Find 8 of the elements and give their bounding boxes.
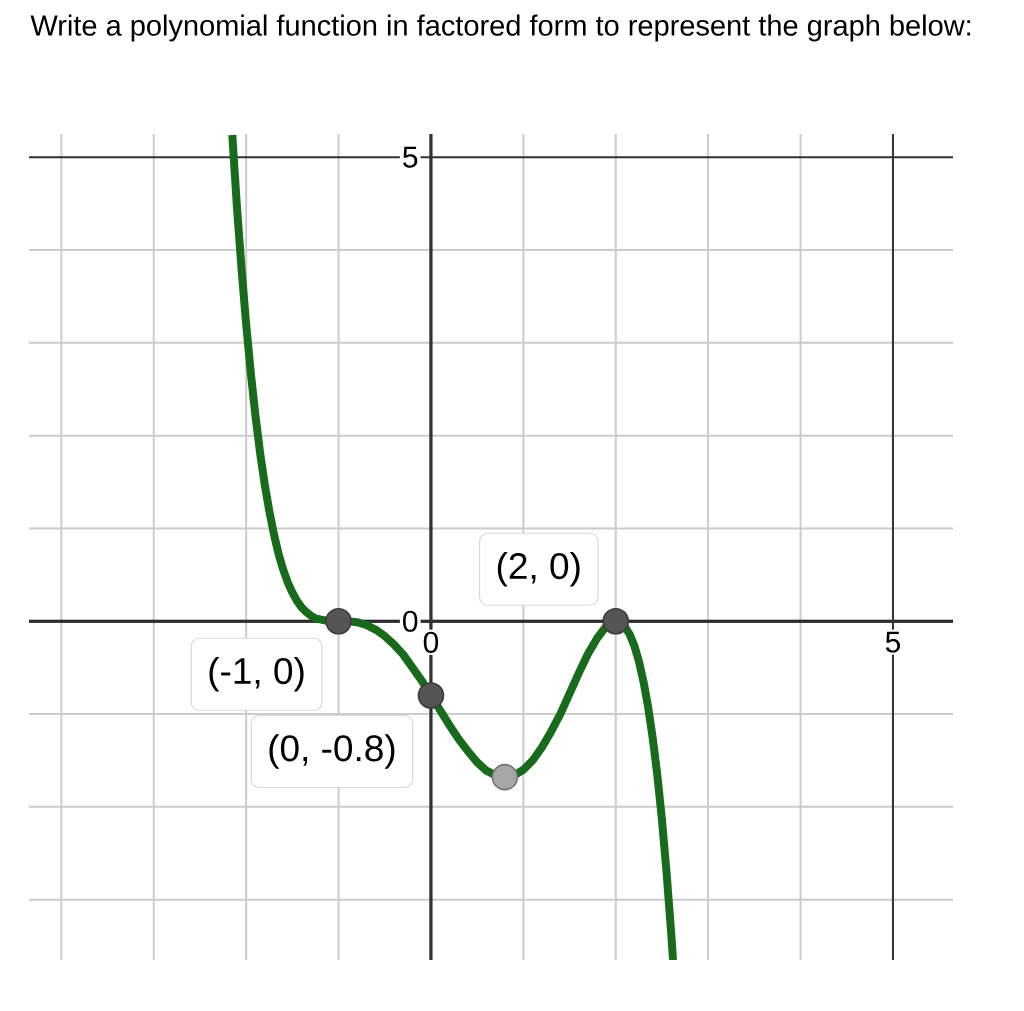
point [325, 607, 352, 635]
point [602, 607, 630, 635]
annotation: (0, -0.8) [269, 734, 395, 769]
chart-title: Write a polynomial function in factored form to represent the graph below: [30, 14, 971, 42]
point [417, 682, 445, 709]
point [491, 763, 519, 791]
annotation: (-1, 0) [209, 657, 304, 692]
annotation: (2, 0) [497, 552, 580, 587]
